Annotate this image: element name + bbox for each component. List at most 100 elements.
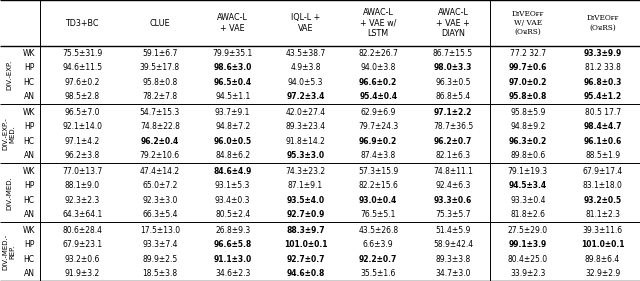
Text: IQL-L +
VAE: IQL-L + VAE [291,13,320,33]
Text: 74.8±22.8: 74.8±22.8 [140,122,180,131]
Text: 96.9±0.2: 96.9±0.2 [359,137,397,146]
Text: 33.9±2.3: 33.9±2.3 [510,269,545,278]
Text: 59.1±6.7: 59.1±6.7 [142,49,177,58]
Text: 62.9±6.9: 62.9±6.9 [360,108,396,117]
Text: 91.9±3.2: 91.9±3.2 [65,269,100,278]
Text: 96.0±0.5: 96.0±0.5 [214,137,252,146]
Text: 67.9±17.4: 67.9±17.4 [582,167,623,176]
Text: 43.5±26.8: 43.5±26.8 [358,226,398,235]
Text: 92.1±14.0: 92.1±14.0 [62,122,102,131]
Text: 32.9±2.9: 32.9±2.9 [585,269,620,278]
Text: 93.3±0.6: 93.3±0.6 [434,196,472,205]
Text: AN: AN [24,92,35,101]
Text: 96.2±3.8: 96.2±3.8 [65,151,100,160]
Text: 101.0±0.1: 101.0±0.1 [284,241,327,250]
Text: WK: WK [23,108,35,117]
Text: HC: HC [24,78,35,87]
Text: 96.3±0.2: 96.3±0.2 [509,137,547,146]
Text: 80.5±2.4: 80.5±2.4 [215,210,250,219]
Text: 75.5±31.9: 75.5±31.9 [62,49,102,58]
Text: 76.5±5.1: 76.5±5.1 [360,210,396,219]
Text: 93.2±0.5: 93.2±0.5 [584,196,621,205]
Text: 79.7±24.3: 79.7±24.3 [358,122,398,131]
Text: 86.8±5.4: 86.8±5.4 [435,92,470,101]
Text: 92.4±6.3: 92.4±6.3 [435,181,470,190]
Text: 84.6±4.9: 84.6±4.9 [213,167,252,176]
Text: 93.5±4.0: 93.5±4.0 [286,196,324,205]
Text: HP: HP [24,241,34,250]
Text: 96.6±0.2: 96.6±0.2 [359,78,397,87]
Text: 89.8±6.4: 89.8±6.4 [585,255,620,264]
Text: 27.5±29.0: 27.5±29.0 [508,226,548,235]
Text: 18.5±3.8: 18.5±3.8 [142,269,177,278]
Text: 95.8±0.8: 95.8±0.8 [142,78,177,87]
Text: 98.0±3.3: 98.0±3.3 [434,63,472,72]
Text: 78.2±7.8: 78.2±7.8 [142,92,177,101]
Text: 87.4±3.8: 87.4±3.8 [360,151,396,160]
Text: 17.5±13.0: 17.5±13.0 [140,226,180,235]
Text: 42.0±27.4: 42.0±27.4 [285,108,326,117]
Text: 94.6±11.5: 94.6±11.5 [62,63,102,72]
Text: 84.8±6.2: 84.8±6.2 [215,151,250,160]
Text: 98.4±4.7: 98.4±4.7 [583,122,622,131]
Text: HC: HC [24,255,35,264]
Text: 82.1±6.3: 82.1±6.3 [435,151,470,160]
Text: 97.6±0.2: 97.6±0.2 [65,78,100,87]
Text: AN: AN [24,210,35,219]
Text: 93.0±0.4: 93.0±0.4 [359,196,397,205]
Text: 77.0±13.7: 77.0±13.7 [62,167,102,176]
Text: 96.3±0.5: 96.3±0.5 [435,78,471,87]
Text: 39.5±17.8: 39.5±17.8 [140,63,180,72]
Text: 89.3±3.8: 89.3±3.8 [435,255,470,264]
Text: 92.3±3.0: 92.3±3.0 [142,196,177,205]
Text: WK: WK [23,167,35,176]
Text: 26.8±9.3: 26.8±9.3 [215,226,250,235]
Text: AWAC-L
+ VAE w/
LSTM: AWAC-L + VAE w/ LSTM [360,8,396,38]
Text: 57.3±15.9: 57.3±15.9 [358,167,398,176]
Text: 6.6±3.9: 6.6±3.9 [363,241,394,250]
Text: AWAC-L
+ VAE +
DIAYN: AWAC-L + VAE + DIAYN [436,8,470,38]
Text: 88.5±1.9: 88.5±1.9 [585,151,620,160]
Text: 79.9±35.1: 79.9±35.1 [212,49,253,58]
Text: HP: HP [24,63,34,72]
Text: 92.3±2.3: 92.3±2.3 [65,196,100,205]
Text: HC: HC [24,137,35,146]
Text: 95.3±3.0: 95.3±3.0 [286,151,324,160]
Text: DɪVEOғғ
W/ VAE
(OᴚRS): DɪVEOғғ W/ VAE (OᴚRS) [511,10,544,36]
Text: 82.2±26.7: 82.2±26.7 [358,49,398,58]
Text: HC: HC [24,196,35,205]
Text: DIV.-MED.-
REP.: DIV.-MED.- REP. [3,234,15,270]
Text: 74.3±23.2: 74.3±23.2 [285,167,326,176]
Text: 97.0±0.2: 97.0±0.2 [509,78,547,87]
Text: 94.6±0.8: 94.6±0.8 [286,269,324,278]
Text: 77.2 32.7: 77.2 32.7 [509,49,546,58]
Text: 92.7±0.7: 92.7±0.7 [286,255,324,264]
Text: TD3+BC: TD3+BC [65,19,99,28]
Text: DIV.-MED.: DIV.-MED. [6,176,12,210]
Text: 58.9±42.4: 58.9±42.4 [433,241,473,250]
Text: 93.1±5.3: 93.1±5.3 [215,181,250,190]
Text: DIV.-EXP.: DIV.-EXP. [6,60,12,90]
Text: DIV.-EXP.-
MED.: DIV.-EXP.- MED. [3,117,15,150]
Text: 81.1±2.3: 81.1±2.3 [585,210,620,219]
Text: 96.6±5.8: 96.6±5.8 [214,241,252,250]
Text: 64.3±64.1: 64.3±64.1 [62,210,102,219]
Text: 87.1±9.1: 87.1±9.1 [288,181,323,190]
Text: 91.1±3.0: 91.1±3.0 [214,255,252,264]
Text: 79.2±10.6: 79.2±10.6 [140,151,180,160]
Text: 96.2±0.7: 96.2±0.7 [434,137,472,146]
Text: 86.7±15.5: 86.7±15.5 [433,49,473,58]
Text: 94.8±7.2: 94.8±7.2 [215,122,250,131]
Text: 47.4±14.2: 47.4±14.2 [140,167,180,176]
Text: AWAC-L
+ VAE: AWAC-L + VAE [217,13,248,33]
Text: 34.6±2.3: 34.6±2.3 [215,269,250,278]
Text: 67.9±23.1: 67.9±23.1 [62,241,102,250]
Text: 4.9±3.8: 4.9±3.8 [290,63,321,72]
Text: 97.2±3.4: 97.2±3.4 [286,92,324,101]
Text: 94.0±3.8: 94.0±3.8 [360,63,396,72]
Text: 94.5±1.1: 94.5±1.1 [215,92,250,101]
Text: 81.8±2.6: 81.8±2.6 [510,210,545,219]
Text: 89.9±2.5: 89.9±2.5 [142,255,177,264]
Text: 92.2±0.7: 92.2±0.7 [359,255,397,264]
Text: 95.4±0.4: 95.4±0.4 [359,92,397,101]
